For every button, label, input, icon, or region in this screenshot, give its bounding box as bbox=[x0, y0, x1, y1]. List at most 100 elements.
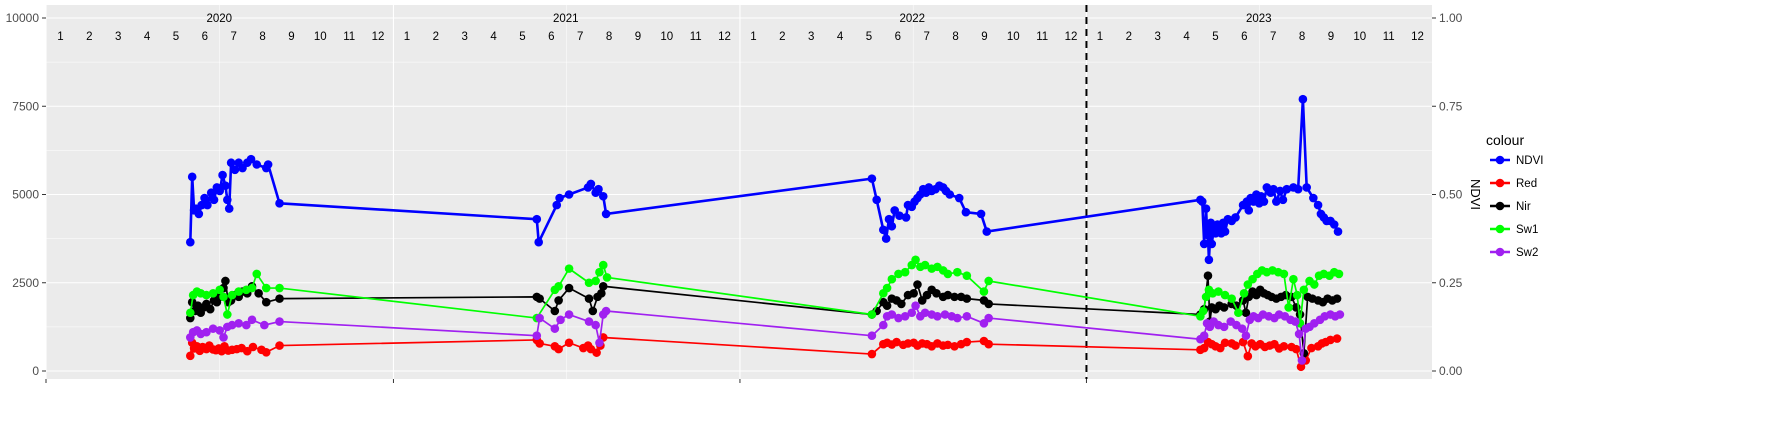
ndvi-point bbox=[215, 186, 225, 196]
nir-point bbox=[261, 297, 271, 307]
month-label: 8 bbox=[606, 31, 612, 43]
left-tick-label: 2500 bbox=[12, 276, 39, 290]
month-label: 4 bbox=[144, 31, 151, 43]
sw1-point bbox=[1234, 308, 1243, 318]
ndvi-point bbox=[1333, 227, 1343, 236]
sw1-point bbox=[1227, 294, 1236, 303]
ndvi-point bbox=[1207, 239, 1217, 249]
sw1-point bbox=[595, 267, 604, 277]
ndvi-point bbox=[1204, 255, 1214, 265]
red-point bbox=[535, 339, 544, 348]
ndvi-point bbox=[901, 213, 911, 222]
sw2-point bbox=[867, 331, 877, 341]
sw1-point bbox=[598, 260, 608, 270]
month-label: 11 bbox=[343, 31, 355, 43]
sw1-point bbox=[1309, 280, 1319, 289]
sw1-point bbox=[920, 260, 930, 270]
legend-key-point bbox=[1495, 247, 1505, 257]
sw2-point bbox=[227, 320, 237, 330]
nir-point bbox=[1332, 294, 1342, 303]
sw1-point bbox=[979, 287, 989, 296]
ndvi-point bbox=[226, 158, 236, 168]
ndvi-point bbox=[534, 237, 543, 247]
legend-item-sw2: Sw2 bbox=[1490, 247, 1538, 259]
sw1-point bbox=[261, 283, 271, 293]
month-label: 12 bbox=[718, 31, 731, 43]
legend-title: colour bbox=[1486, 132, 1524, 148]
ndvi-point bbox=[221, 181, 230, 190]
nir-point bbox=[962, 294, 972, 303]
red-point bbox=[1279, 341, 1289, 351]
nir-point bbox=[1295, 310, 1305, 319]
month-label: 5 bbox=[1212, 31, 1218, 43]
month-label: 3 bbox=[461, 31, 467, 43]
ndvi-point bbox=[1201, 204, 1211, 213]
nir-point bbox=[950, 292, 959, 302]
sw1-point bbox=[602, 273, 612, 282]
sw2-point bbox=[1294, 329, 1304, 339]
month-label: 11 bbox=[1036, 31, 1048, 43]
sw2-point bbox=[564, 310, 574, 319]
month-label: 1 bbox=[1097, 31, 1103, 43]
ndvi-point bbox=[1269, 184, 1278, 194]
sw2-point bbox=[260, 320, 269, 330]
red-point bbox=[185, 351, 195, 361]
legend-label: Sw2 bbox=[1516, 247, 1538, 259]
year-label: 2021 bbox=[553, 13, 579, 25]
sw2-point bbox=[953, 313, 962, 323]
ndvi-point bbox=[961, 207, 971, 217]
ndvi-point bbox=[187, 172, 197, 182]
sw1-point bbox=[911, 255, 920, 265]
ndvi-point bbox=[878, 225, 888, 235]
sw1-point bbox=[234, 287, 244, 296]
ndvi-point bbox=[594, 184, 603, 194]
ndvi-point bbox=[246, 154, 256, 164]
red-point bbox=[1231, 341, 1240, 350]
nir-point bbox=[913, 280, 922, 289]
red-point bbox=[261, 347, 271, 357]
sw1-point bbox=[867, 310, 877, 319]
sw1-point bbox=[223, 310, 232, 319]
ndvi-point bbox=[564, 190, 574, 199]
ndvi-point bbox=[1203, 230, 1213, 240]
left-y-axis: 0 2500 5000 7500 10000 bbox=[6, 11, 46, 378]
sw2-point bbox=[275, 317, 284, 326]
nir-point bbox=[275, 294, 284, 303]
ndvi-point bbox=[1272, 197, 1281, 206]
sw2-point bbox=[556, 315, 565, 325]
month-label: 2 bbox=[779, 31, 785, 43]
sw2-point bbox=[1237, 324, 1247, 333]
sw2-point bbox=[601, 306, 611, 316]
month-label: 11 bbox=[1383, 31, 1395, 43]
sw1-point bbox=[1239, 289, 1249, 298]
nir-point bbox=[1203, 271, 1213, 280]
red-point bbox=[1332, 334, 1342, 343]
sw1-point bbox=[984, 276, 993, 286]
sw2-point bbox=[591, 320, 600, 330]
series-ndvi bbox=[185, 94, 1343, 265]
nir-point bbox=[943, 290, 953, 300]
month-label: 1 bbox=[57, 31, 63, 43]
ndvi-point bbox=[601, 209, 611, 219]
nir-point bbox=[1219, 303, 1229, 312]
red-point bbox=[1307, 343, 1316, 353]
ndvi-point bbox=[263, 160, 273, 169]
nir-point bbox=[897, 299, 906, 309]
ndvi-point bbox=[867, 174, 877, 183]
nir-point bbox=[535, 294, 544, 303]
month-label: 10 bbox=[314, 31, 327, 43]
month-label: 6 bbox=[895, 31, 901, 43]
right-tick-label: 0.25 bbox=[1439, 276, 1463, 290]
month-label: 9 bbox=[1328, 31, 1334, 43]
legend-item-red: Red bbox=[1490, 178, 1537, 190]
nir-point bbox=[550, 306, 560, 316]
month-label: 7 bbox=[1270, 31, 1276, 43]
sw1-point bbox=[1289, 274, 1298, 284]
legend-label: NDVI bbox=[1516, 155, 1543, 167]
ndvi-point bbox=[1278, 195, 1288, 205]
sw1-point bbox=[554, 281, 563, 291]
legend-key-point bbox=[1495, 224, 1505, 234]
sw1-point bbox=[962, 271, 972, 280]
sw2-point bbox=[933, 311, 942, 321]
month-label: 2 bbox=[86, 31, 92, 43]
